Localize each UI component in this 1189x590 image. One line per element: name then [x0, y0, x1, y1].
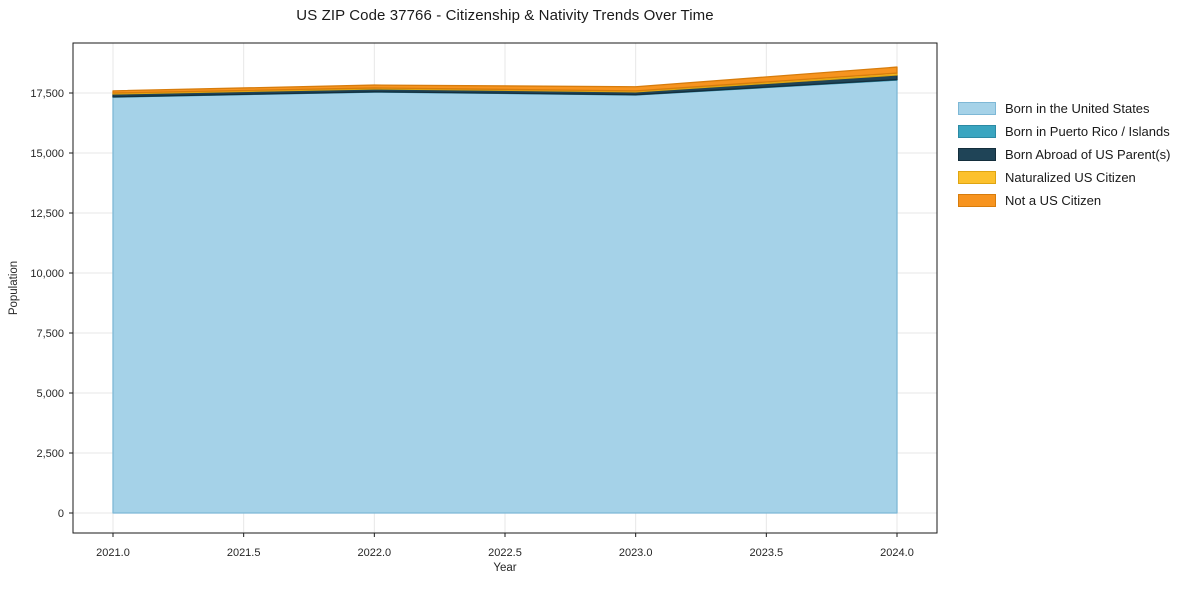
chart-title: US ZIP Code 37766 - Citizenship & Nativi… [296, 7, 714, 24]
legend-swatch [958, 101, 996, 115]
axis-ticks: 2021.0 2021.5 2022.0 2022.5 2023.0 2023.5 2024… [30, 88, 913, 559]
area-series-0 [112, 79, 898, 514]
x-tick-label: 2021.0 [96, 547, 130, 559]
x-tick-label: 2021.5 [227, 547, 261, 559]
legend-label: Born in the United States [1005, 100, 1150, 116]
legend-item-2: Born Abroad of US Parent(s) [958, 146, 1171, 162]
y-tick-label: 10,000 [30, 268, 64, 280]
x-tick-label: 2024.0 [880, 547, 914, 559]
x-axis-title: Year [493, 562, 517, 574]
area-series-4 [112, 66, 898, 94]
legend-swatch [958, 124, 996, 138]
y-tick-label: 0 [58, 508, 64, 520]
legend-item-0: Born in the United States [958, 100, 1170, 116]
legend: Born in the United States Born in Puerto … [958, 101, 1170, 216]
y-tick-label: 15,000 [30, 148, 64, 160]
legend-item-4: Not a US Citizen [958, 192, 1170, 208]
y-tick-label: 17,500 [30, 88, 64, 100]
stacked-areas [112, 66, 898, 514]
legend-swatch [958, 147, 996, 161]
legend-swatch [958, 170, 996, 184]
legend-item-1: Born in Puerto Rico / Islands [958, 123, 1170, 139]
legend-label: Born Abroad of US Parent(s) [1005, 146, 1171, 162]
x-tick-label: 2022.5 [488, 547, 522, 559]
x-tick-label: 2023.0 [619, 547, 653, 559]
y-tick-label: 12,500 [30, 208, 64, 220]
legend-label: Not a US Citizen [1005, 192, 1102, 208]
y-tick-label: 2,500 [36, 448, 64, 460]
legend-item-3: Naturalized US Citizen [958, 169, 1170, 185]
y-axis-title: Population [8, 260, 20, 316]
legend-label: Naturalized US Citizen [1005, 169, 1136, 185]
x-tick-label: 2022.0 [358, 547, 392, 559]
y-tick-label: 7,500 [36, 328, 64, 340]
y-tick-label: 5,000 [36, 388, 64, 400]
x-tick-label: 2023.5 [750, 547, 784, 559]
legend-label: Born in Puerto Rico / Islands [1005, 123, 1170, 139]
legend-swatch [958, 193, 996, 207]
